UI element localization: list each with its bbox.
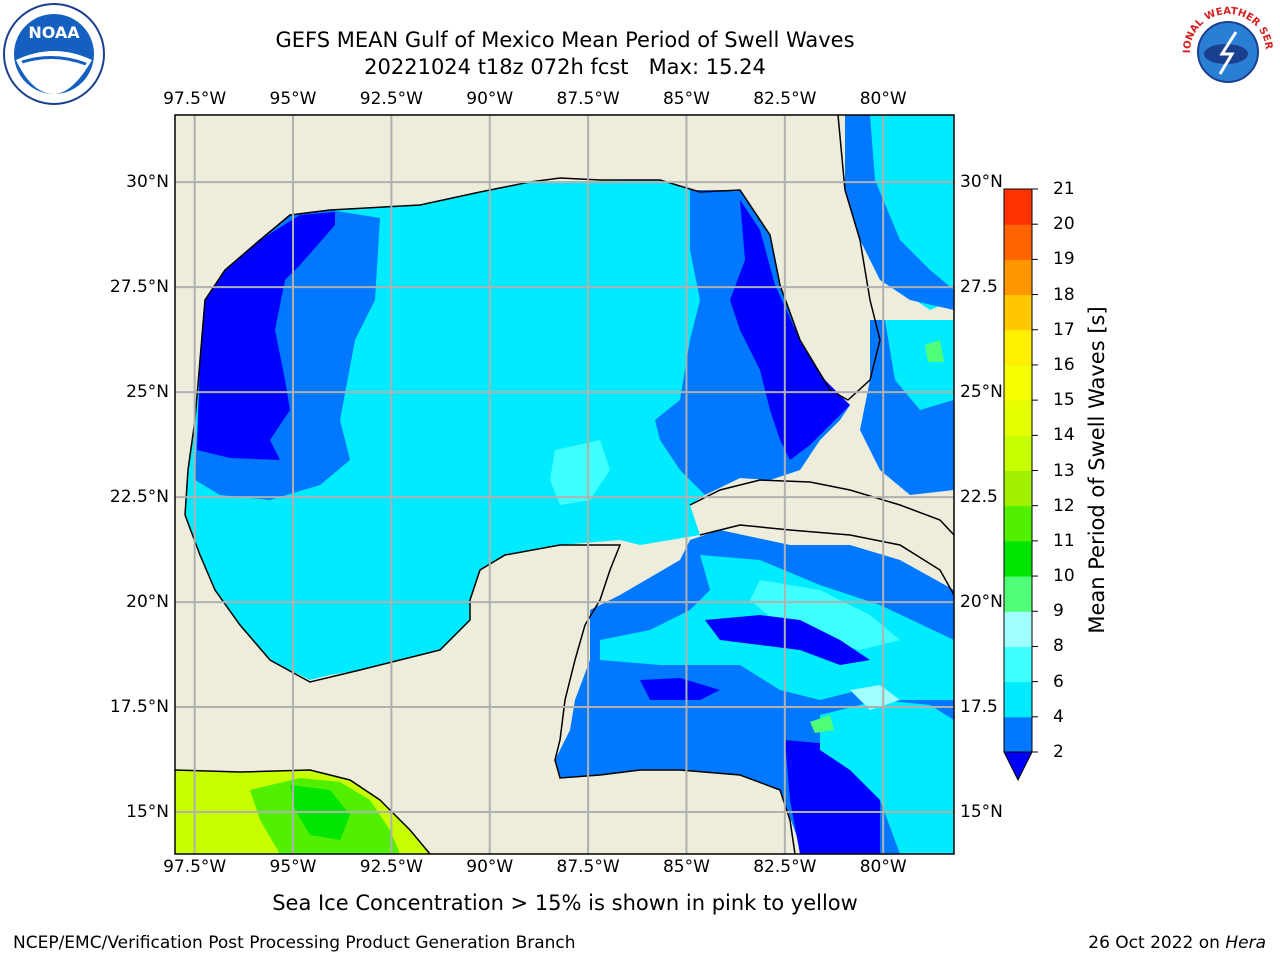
caribbean-4-6s-south xyxy=(820,700,954,854)
credit-text: NCEP/EMC/Verification Post Processing Pr… xyxy=(13,933,576,953)
longitude-label: 85°W xyxy=(662,89,710,109)
longitude-label: 95°W xyxy=(269,857,317,877)
colorbar-label: 21 xyxy=(1053,179,1075,199)
caribbean-under-2s-b xyxy=(640,678,720,700)
latitude-label-right: 22.5 xyxy=(960,487,998,508)
longitude-label: 92.5°W xyxy=(359,89,423,109)
colorbar-segment xyxy=(1004,716,1032,753)
atlantic-2-4s xyxy=(845,115,954,310)
colorbar-label: 8 xyxy=(1053,636,1064,657)
colorbar-label: 10 xyxy=(1053,566,1075,587)
western-gulf-under-2s xyxy=(197,212,335,460)
colorbar-segment xyxy=(1004,329,1032,366)
central-gulf-6-8s xyxy=(550,440,610,505)
colorbar-label: 9 xyxy=(1053,601,1064,622)
colorbar-segment xyxy=(1004,681,1032,718)
colorbar-label: 13 xyxy=(1053,460,1075,481)
caribbean-9-10s xyxy=(810,715,834,733)
colorbar-segment xyxy=(1004,259,1032,296)
atlantic-9-10s xyxy=(925,340,944,362)
colorbar-under-triangle xyxy=(1003,751,1033,782)
colorbar-segment xyxy=(1004,540,1032,577)
colorbar-segment xyxy=(1004,646,1032,683)
colorbar-label: 20 xyxy=(1053,214,1075,235)
latitude-label: 15°N xyxy=(126,802,169,822)
latitude-label: 20°N xyxy=(126,592,169,613)
longitude-label: 85°W xyxy=(662,857,710,877)
sea-ice-note: Sea Ice Concentration > 15% is shown in … xyxy=(272,891,858,915)
coastlines xyxy=(175,115,954,854)
colorbar-segment xyxy=(1004,505,1032,542)
map-title-line2: 20221024 t18z 072h fcst Max: 15.24 xyxy=(364,55,766,79)
svg-text:NOAA: NOAA xyxy=(28,23,80,42)
colorbar-label: 12 xyxy=(1053,495,1075,516)
graticule xyxy=(175,115,954,854)
longitude-label: 87.5°W xyxy=(556,857,620,877)
longitude-label: 97.5°W xyxy=(163,89,227,109)
colorbar-label: 2 xyxy=(1053,742,1064,762)
latitude-label-right: 20°N xyxy=(960,592,1003,613)
host-name: Hera xyxy=(1225,933,1266,953)
colorbar-label: 17 xyxy=(1053,319,1075,340)
map-title-line1: GEFS MEAN Gulf of Mexico Mean Period of … xyxy=(275,28,855,52)
longitude-label: 95°W xyxy=(269,89,317,109)
colorbar-segment xyxy=(1004,611,1032,647)
latitude-label: 25°N xyxy=(126,382,169,403)
colorbar-label: 6 xyxy=(1053,671,1064,692)
latitude-label-right: 27.5 xyxy=(960,277,998,298)
caribbean-under-2s-a xyxy=(705,615,870,665)
colorbar-segment xyxy=(1004,470,1032,507)
colorbar-label: 19 xyxy=(1053,249,1075,270)
colorbar-segment xyxy=(1004,400,1032,436)
noaa-logo-icon: NOAA xyxy=(3,3,105,105)
latitude-label-right: 25°N xyxy=(960,382,1003,403)
colorbar-label: 4 xyxy=(1053,706,1064,727)
colorbar-label: 15 xyxy=(1053,390,1075,411)
colorbar-label: 11 xyxy=(1053,530,1075,551)
colorbar-segment xyxy=(1004,364,1032,401)
longitude-label: 80°W xyxy=(859,89,907,109)
run-date: 26 Oct 2022 on Hera xyxy=(1088,933,1266,953)
longitude-label: 87.5°W xyxy=(556,89,620,109)
longitude-label: 82.5°W xyxy=(753,857,817,877)
latitude-label: 17.5°N xyxy=(109,697,169,718)
colorbar xyxy=(1003,188,1038,782)
caribbean-6-8s xyxy=(750,580,900,650)
latitude-label-right: 30°N xyxy=(960,172,1003,193)
latitude-label: 22.5°N xyxy=(109,487,169,508)
map-frame xyxy=(174,114,955,855)
colorbar-segment xyxy=(1004,189,1032,225)
colorbar-segment xyxy=(1004,576,1032,612)
nws-logo-icon: NATIONAL WEATHER SERVICE xyxy=(1178,2,1276,100)
colorbar-segment xyxy=(1004,435,1032,471)
longitude-label: 80°W xyxy=(859,857,907,877)
colorbar-segment xyxy=(1004,224,1032,260)
colorbar-segment xyxy=(1004,294,1032,331)
colorbar-label: 14 xyxy=(1053,425,1075,446)
colorbar-label: 16 xyxy=(1053,354,1075,375)
longitude-label: 97.5°W xyxy=(163,857,227,877)
longitude-label: 92.5°W xyxy=(359,857,423,877)
latitude-label-right: 17.5 xyxy=(960,697,998,718)
latitude-label: 27.5°N xyxy=(109,277,169,298)
colorbar-title: Mean Period of Swell Waves [s] xyxy=(1085,306,1109,634)
caribbean-8-9s xyxy=(850,685,900,710)
latitude-label-right: 15°N xyxy=(960,802,1003,822)
latitude-label: 30°N xyxy=(126,172,169,193)
longitude-label: 90°W xyxy=(466,857,514,877)
longitude-label: 82.5°W xyxy=(753,89,817,109)
colorbar-label: 18 xyxy=(1053,284,1075,305)
eastern-gulf-under-2s xyxy=(730,200,850,460)
longitude-label: 90°W xyxy=(466,89,514,109)
